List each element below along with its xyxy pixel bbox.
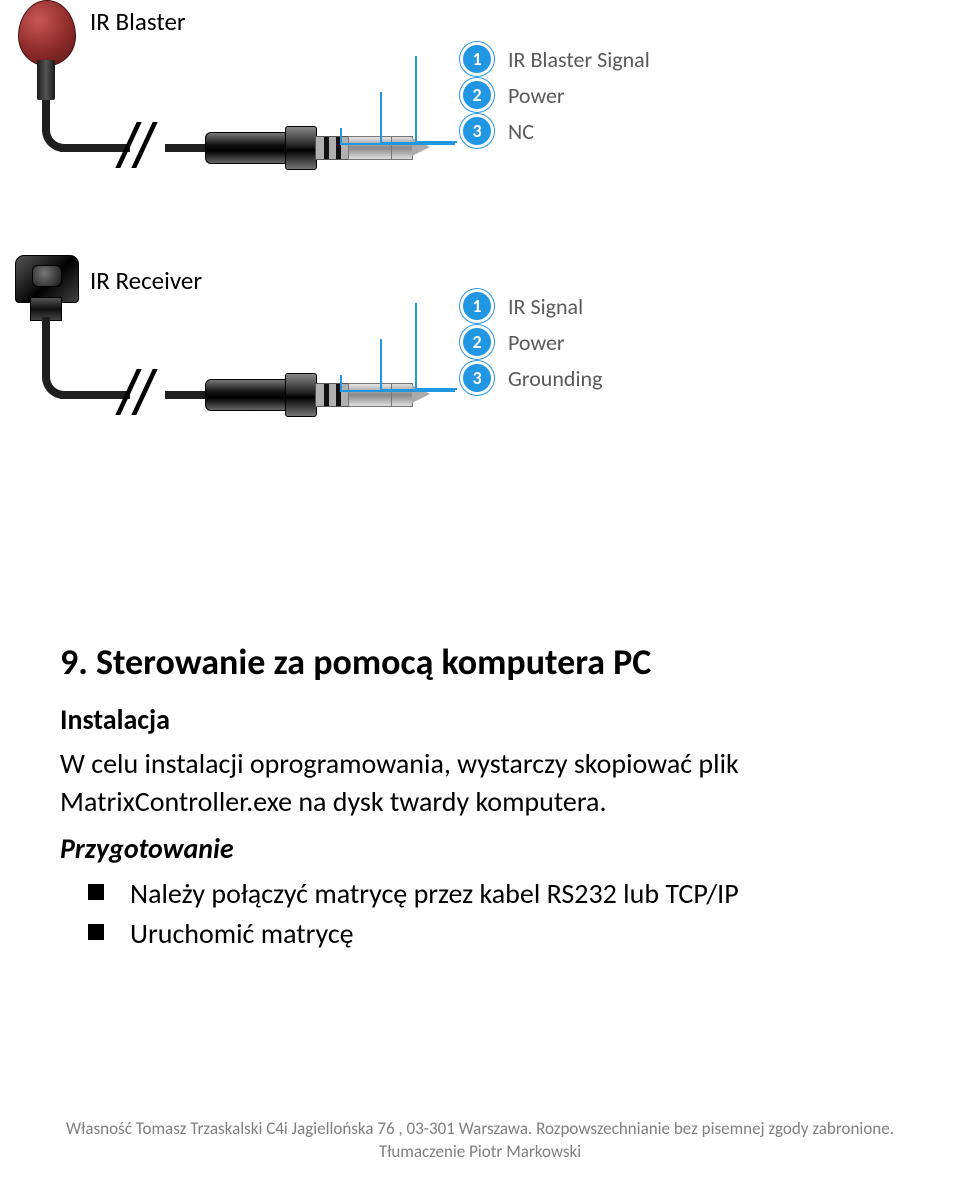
pin-label: IR Signal bbox=[508, 293, 583, 320]
cable-break-icon bbox=[118, 126, 162, 166]
bullet-item: Uruchomić matrycę bbox=[60, 914, 900, 955]
cable-segment bbox=[165, 144, 209, 152]
footer-line-1: Własność Tomasz Trzaskalski C4i Jagiello… bbox=[0, 1118, 960, 1141]
section-9: 9. Sterowanie za pomocą komputera PC Ins… bbox=[60, 640, 900, 955]
bullet-item: Należy połączyć matrycę przez kabel RS23… bbox=[60, 874, 900, 915]
callout-line bbox=[340, 128, 344, 145]
pin-label: NC bbox=[508, 118, 534, 145]
ir-receiver-lens-icon bbox=[32, 265, 62, 287]
pin-row-1: 1 IR Blaster Signal bbox=[460, 42, 650, 76]
pin-badge: 1 bbox=[460, 289, 494, 323]
ir-blaster-bulb-icon bbox=[18, 0, 76, 66]
pin-label: Power bbox=[508, 82, 565, 109]
pin-row-2: 2 Power bbox=[460, 78, 565, 112]
pin-row-3: 3 NC bbox=[460, 114, 534, 148]
prep-bullets: Należy połączyć matrycę przez kabel RS23… bbox=[60, 874, 900, 955]
page-footer: Własność Tomasz Trzaskalski C4i Jagiello… bbox=[0, 1118, 960, 1164]
callout-line bbox=[340, 375, 455, 392]
install-title: Instalacja bbox=[60, 702, 900, 737]
pin-badge: 3 bbox=[460, 114, 494, 148]
pin-badge: 2 bbox=[460, 325, 494, 359]
pin-row-2: 2 Power bbox=[460, 325, 565, 359]
pin-row-1: 1 IR Signal bbox=[460, 289, 583, 323]
cable-break-icon bbox=[118, 373, 162, 413]
section-heading: 9. Sterowanie za pomocą komputera PC bbox=[60, 640, 900, 684]
pin-label: Grounding bbox=[508, 365, 602, 392]
pin-badge: 3 bbox=[460, 361, 494, 395]
footer-line-2: Tłumaczenie Piotr Markowski bbox=[0, 1141, 960, 1164]
pin-row-3: 3 Grounding bbox=[460, 361, 602, 395]
ir-blaster-stem-icon bbox=[37, 60, 55, 100]
pin-badge: 1 bbox=[460, 42, 494, 76]
pin-label: Power bbox=[508, 329, 565, 356]
page: IR Blaster 1 bbox=[0, 0, 960, 1181]
cable-segment bbox=[165, 391, 209, 399]
callout-line bbox=[340, 375, 344, 392]
prep-title: Przygotowanie bbox=[60, 831, 900, 866]
callout-line bbox=[340, 128, 455, 145]
pin-label: IR Blaster Signal bbox=[508, 46, 650, 73]
device-label-blaster: IR Blaster bbox=[90, 6, 186, 37]
install-body: W celu instalacji oprogramowania, wystar… bbox=[60, 745, 900, 821]
pin-badge: 2 bbox=[460, 78, 494, 112]
device-label-receiver: IR Receiver bbox=[90, 265, 202, 296]
